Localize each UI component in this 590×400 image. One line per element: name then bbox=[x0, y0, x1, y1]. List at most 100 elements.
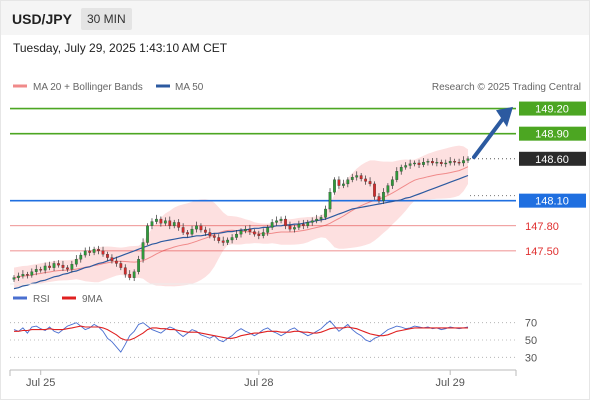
candle-body bbox=[284, 218, 287, 226]
candle-body bbox=[346, 179, 350, 185]
candle-body bbox=[101, 250, 105, 255]
candle-body bbox=[395, 171, 399, 180]
candle-body bbox=[350, 177, 354, 180]
candle-body bbox=[181, 227, 185, 233]
legend-rsi-label: RSI bbox=[33, 294, 50, 305]
x-tick-label: Jul 25 bbox=[26, 377, 55, 389]
candle-body bbox=[293, 227, 296, 230]
candle-body bbox=[150, 221, 154, 226]
candle-body bbox=[426, 161, 430, 163]
level-label-148.10: 148.10 bbox=[535, 196, 569, 208]
candle-body bbox=[315, 218, 319, 221]
chart-datetime: Tuesday, July 29, 2025 1:43:10 AM CET bbox=[13, 41, 228, 55]
candle-body bbox=[244, 228, 247, 231]
candle-body bbox=[439, 161, 443, 164]
rsi-tick-30: 30 bbox=[525, 352, 537, 364]
candle-body bbox=[106, 254, 109, 258]
candle-body bbox=[141, 242, 145, 260]
chart-header: USD/JPY 30 MIN bbox=[1, 1, 589, 35]
candle-body bbox=[328, 192, 332, 210]
candle-body bbox=[48, 265, 51, 268]
candle-body bbox=[177, 222, 181, 228]
candle-body bbox=[66, 267, 69, 270]
candle-body bbox=[373, 183, 376, 197]
candle-body bbox=[408, 163, 412, 166]
candle-body bbox=[212, 235, 216, 238]
candle-body bbox=[297, 223, 301, 228]
candle-body bbox=[30, 271, 34, 276]
candle-body bbox=[466, 158, 470, 161]
candle-body bbox=[57, 263, 60, 266]
rsi-series-9ma bbox=[14, 325, 468, 341]
candle-body bbox=[168, 220, 172, 226]
candle-body bbox=[43, 265, 47, 271]
candle-body bbox=[235, 233, 238, 238]
candle-body bbox=[163, 220, 167, 224]
level-box-149.20 bbox=[519, 101, 586, 116]
legend-ma50-label: MA 50 bbox=[175, 82, 204, 93]
candle-body bbox=[435, 161, 439, 164]
candle-body bbox=[386, 185, 390, 193]
bollinger-bands bbox=[13, 145, 469, 288]
candle-body bbox=[190, 228, 194, 235]
candle-body bbox=[368, 181, 372, 185]
candle-body bbox=[172, 222, 176, 226]
level-box-148.60 bbox=[519, 151, 586, 166]
candle-body bbox=[34, 269, 38, 272]
candle-body bbox=[114, 260, 118, 264]
level-label-148.90: 148.90 bbox=[535, 129, 569, 141]
candle-body bbox=[74, 259, 78, 265]
legend-bollinger-label: MA 20 + Bollinger Bands bbox=[33, 82, 143, 93]
candle-body bbox=[417, 162, 421, 165]
candle-body bbox=[364, 178, 368, 182]
x-tick-label: Jul 28 bbox=[244, 377, 273, 389]
candle-body bbox=[204, 229, 207, 233]
timeframe-badge[interactable]: 30 MIN bbox=[81, 8, 132, 30]
candle-body bbox=[199, 225, 203, 231]
candle-body bbox=[341, 183, 345, 186]
candle-body bbox=[319, 217, 323, 220]
candle-body bbox=[266, 227, 270, 233]
level-label-147.80: 147.80 bbox=[525, 221, 559, 233]
candle-body bbox=[248, 228, 252, 232]
candle-body bbox=[132, 271, 136, 278]
candle-body bbox=[444, 162, 448, 165]
legend-9ma-label: 9MA bbox=[82, 294, 103, 305]
candle-body bbox=[377, 196, 381, 201]
trend-arrow bbox=[472, 106, 513, 160]
candle-body bbox=[137, 259, 141, 272]
candle-body bbox=[310, 220, 314, 223]
candles bbox=[12, 156, 470, 282]
copyright-text: Research © 2025 Trading Central bbox=[432, 82, 581, 93]
level-label-147.50: 147.50 bbox=[525, 246, 559, 258]
candle-body bbox=[279, 218, 283, 221]
candle-body bbox=[431, 161, 434, 164]
candle-body bbox=[83, 250, 87, 256]
candle-body bbox=[422, 161, 425, 165]
candle-body bbox=[257, 233, 261, 236]
rsi-tick-70: 70 bbox=[525, 318, 537, 330]
candle-body bbox=[239, 230, 243, 235]
candle-body bbox=[226, 239, 230, 243]
candle-body bbox=[25, 274, 29, 276]
candle-body bbox=[462, 160, 465, 164]
candle-body bbox=[146, 225, 149, 243]
x-tick-label: Jul 29 bbox=[436, 377, 465, 389]
candle-body bbox=[355, 175, 359, 178]
candle-body bbox=[92, 249, 96, 253]
candle-body bbox=[208, 232, 212, 236]
candle-body bbox=[390, 179, 394, 186]
level-label-149.20: 149.20 bbox=[535, 104, 569, 116]
candle-body bbox=[337, 179, 341, 186]
rsi-series-rsi bbox=[13, 320, 469, 353]
candle-body bbox=[217, 237, 221, 241]
bollinger-band-fill bbox=[14, 145, 468, 288]
candle-body bbox=[195, 225, 198, 230]
candle-body bbox=[252, 231, 256, 235]
candle-body bbox=[123, 267, 127, 275]
forecast-arrow-head bbox=[496, 106, 513, 127]
candle-body bbox=[79, 254, 83, 260]
candle-body bbox=[457, 161, 461, 164]
candle-body bbox=[97, 249, 100, 252]
candle-body bbox=[448, 161, 452, 164]
